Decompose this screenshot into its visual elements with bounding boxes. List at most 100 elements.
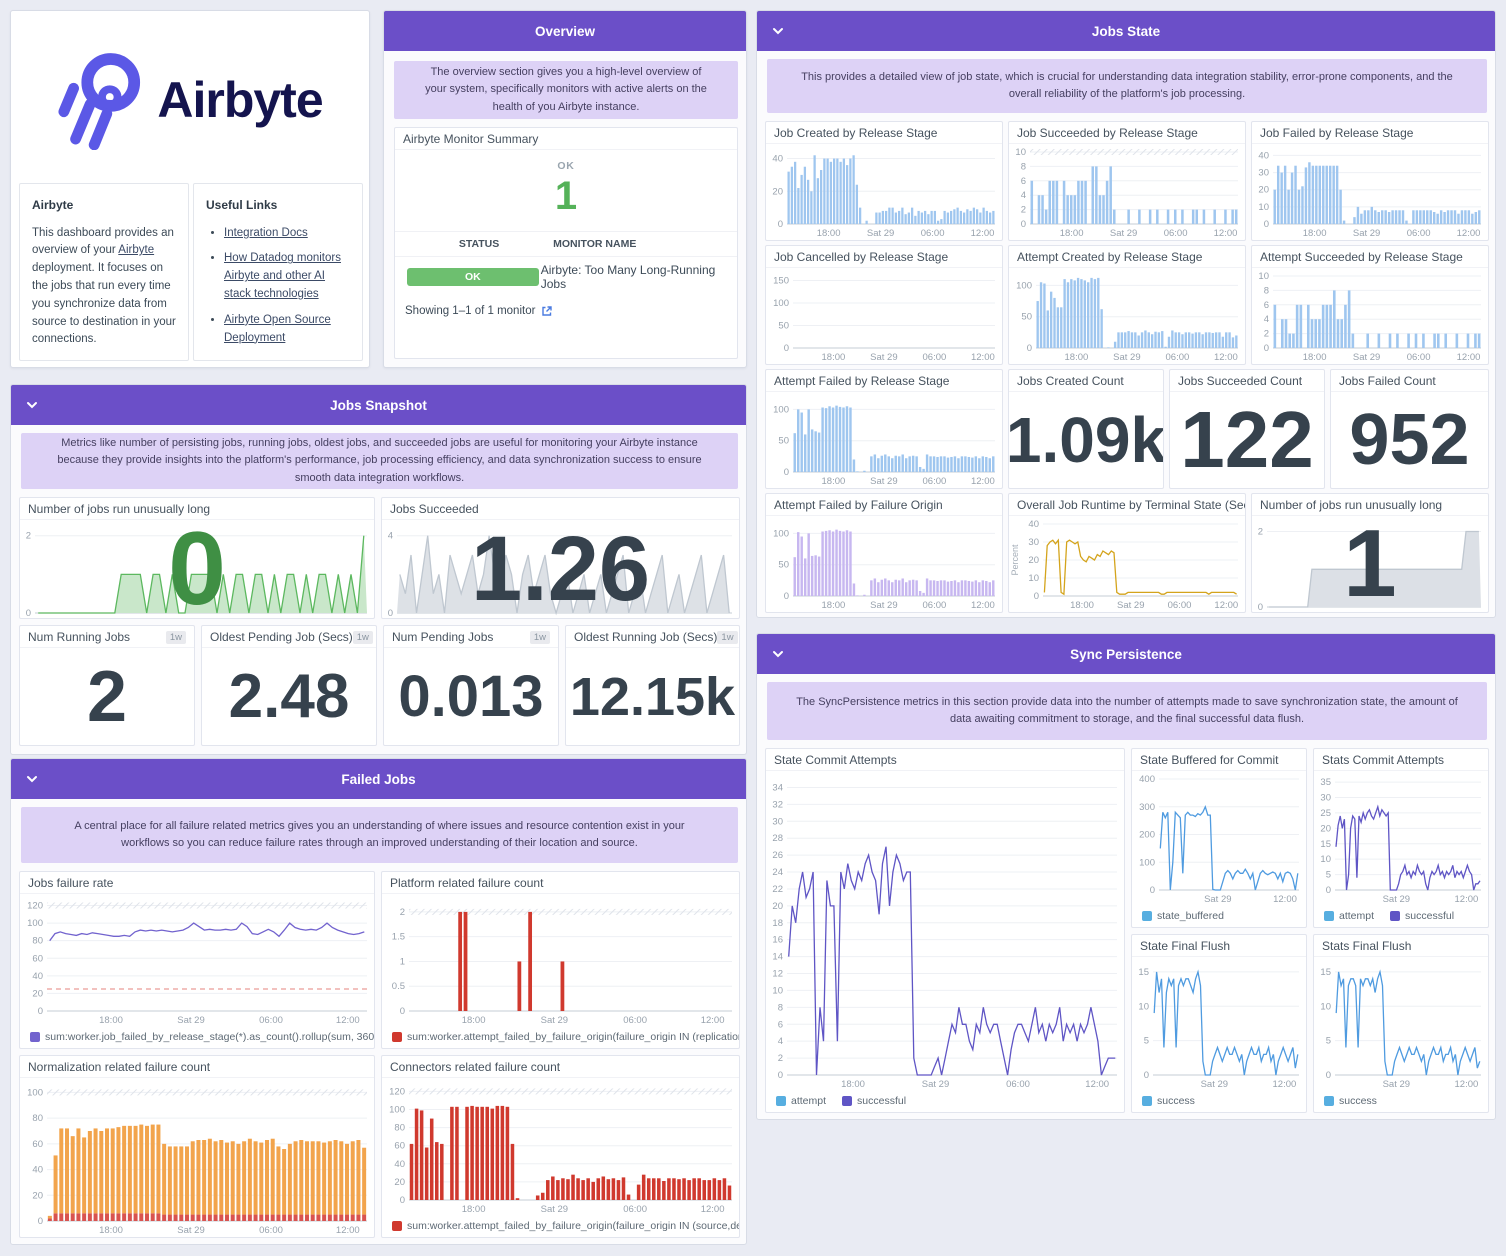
- svg-text:18:00: 18:00: [822, 352, 846, 363]
- sync-persistence-header[interactable]: Sync Persistence: [757, 634, 1495, 674]
- chevron-down-icon[interactable]: [25, 398, 39, 412]
- oldest-running-job-value: 12.15k: [569, 666, 736, 727]
- link-datadog-monitors-airbyte[interactable]: How Datadog monitors Airbyte and other A…: [224, 252, 341, 301]
- list-item: How Datadog monitors Airbyte and other A…: [224, 250, 350, 303]
- svg-text:Sat 29: Sat 29: [177, 1225, 204, 1236]
- legend-item[interactable]: sum:worker.job_failed_by_release_stage(*…: [30, 1031, 374, 1043]
- jobs-state-header[interactable]: Jobs State: [757, 11, 1495, 51]
- link-airbyte-open-source[interactable]: Airbyte Open Source Deployment: [224, 313, 331, 344]
- legend-item[interactable]: attempt: [1324, 910, 1374, 922]
- jobs-succeeded-snapshot-chart[interactable]: 0 4 1.26: [382, 520, 739, 618]
- num-running-jobs-value: 2: [86, 656, 128, 737]
- state-commit-attempts-chart[interactable]: 0 2 4 6 8 10 12 14 16 18 20 22 24 26 28 30 32 34 18:00 Sat …: [766, 771, 1124, 1091]
- monitor-status-label: OK: [557, 160, 575, 172]
- legend-item[interactable]: successful: [842, 1095, 906, 1107]
- svg-text:Sat 29: Sat 29: [1383, 1079, 1410, 1090]
- platform-failure-chart[interactable]: 0 0.5 1 1.5 2 18:00 Sat 29 06:00 12:00: [382, 894, 739, 1027]
- legend-item[interactable]: sum:worker.attempt_failed_by_failure_ori…: [392, 1031, 739, 1043]
- jobs-created-count-value: 1.09k: [1008, 404, 1164, 476]
- svg-text:18:00: 18:00: [841, 1079, 865, 1090]
- svg-text:32: 32: [772, 799, 783, 810]
- svg-text:06:00: 06:00: [1407, 352, 1431, 363]
- svg-text:1.5: 1.5: [392, 932, 405, 943]
- svg-text:12:00: 12:00: [1273, 1079, 1297, 1090]
- svg-text:10: 10: [1320, 854, 1331, 865]
- svg-text:0: 0: [784, 343, 789, 354]
- legend-item[interactable]: attempt: [776, 1095, 826, 1107]
- chart-title: Normalization related failure count: [28, 1060, 211, 1074]
- sync-persistence-description: The SyncPersistence metrics in this sect…: [767, 682, 1487, 740]
- state-buffered-chart[interactable]: 0 100 200 300 400 Sat 29 12:00: [1132, 771, 1306, 906]
- about-text-after: deployment. It focuses on the jobs that …: [32, 262, 176, 346]
- svg-text:18:00: 18:00: [822, 476, 846, 487]
- svg-text:12:00: 12:00: [1457, 352, 1481, 363]
- attempt-failed-origin-chart[interactable]: 0 50 100 18:00 Sat 29 06:00 12:00: [766, 516, 1002, 612]
- external-link-icon[interactable]: [541, 305, 553, 317]
- svg-text:Sat 29: Sat 29: [1110, 228, 1137, 239]
- chevron-down-icon[interactable]: [771, 647, 785, 661]
- chart-widget: Platform related failure count 0 0.5 1 1.5 2…: [381, 871, 740, 1049]
- jobs-failure-rate-chart[interactable]: 0 20 40 60 80 100 120 18:00 Sat 29 06:00 12:00: [20, 894, 374, 1027]
- query-value-widget: Oldest Running Job (Secs) 1w 12.15k: [565, 625, 740, 746]
- svg-text:06:00: 06:00: [1166, 352, 1190, 363]
- svg-text:12:00: 12:00: [1214, 600, 1238, 611]
- svg-text:6: 6: [1021, 176, 1026, 187]
- monitor-row[interactable]: OK Airbyte: Too Many Long-Running Jobs: [395, 257, 737, 297]
- job-cancelled-chart[interactable]: 0 50 100 150 18:00 Sat 29 06:00 12:00: [766, 268, 1002, 364]
- legend-item[interactable]: success: [1142, 1095, 1195, 1107]
- jobs-snapshot-header[interactable]: Jobs Snapshot: [11, 385, 746, 425]
- svg-text:0: 0: [784, 591, 789, 602]
- status-badge: OK: [406, 268, 539, 286]
- job-failed-chart[interactable]: 0 10 20 30 40 18:00 Sat 29 06:00 12:00: [1252, 144, 1488, 240]
- svg-text:0: 0: [1021, 219, 1026, 230]
- stats-final-flush-chart[interactable]: 0 5 10 15 Sat 29 12:00: [1314, 957, 1488, 1091]
- overview-header[interactable]: Overview: [384, 11, 746, 51]
- about-box: Airbyte This dashboard provides an overv…: [19, 183, 189, 361]
- chart-title: Job Succeeded by Release Stage: [1017, 126, 1198, 140]
- legend-item[interactable]: sum:worker.attempt_failed_by_failure_ori…: [392, 1220, 739, 1232]
- attempt-created-chart[interactable]: 0 50 100 18:00 Sat 29 06:00 12:00: [1009, 268, 1245, 364]
- svg-text:2: 2: [778, 1053, 783, 1064]
- jobs-state-section: Jobs State This provides a detailed view…: [756, 10, 1496, 618]
- svg-text:30: 30: [1320, 793, 1331, 804]
- svg-text:0: 0: [1326, 885, 1331, 896]
- svg-text:18:00: 18:00: [1065, 352, 1089, 363]
- attempt-succeeded-chart[interactable]: 0 2 4 6 8 10 18:00 Sat 29 06:00 12:00: [1252, 268, 1488, 364]
- svg-text:12:00: 12:00: [1214, 352, 1238, 363]
- svg-text:50: 50: [778, 321, 789, 332]
- connectors-failure-chart[interactable]: 0 20 40 60 80 100 120 18:00 Sat 29 06:00 12:00: [382, 1078, 739, 1216]
- job-succeeded-chart[interactable]: 0 2 4 6 8 10 18:00 Sat 29 06:00 12:00: [1009, 144, 1245, 240]
- svg-text:15: 15: [1320, 967, 1331, 978]
- svg-text:40: 40: [772, 154, 783, 165]
- failed-jobs-header[interactable]: Failed Jobs: [11, 759, 746, 799]
- attempt-failed-stage-chart[interactable]: 0 50 100 18:00 Sat 29 06:00 12:00: [766, 392, 1002, 488]
- svg-text:12:00: 12:00: [1273, 894, 1297, 905]
- svg-text:4: 4: [388, 531, 393, 542]
- stats-commit-attempts-chart[interactable]: 0 5 10 15 20 25 30 35 Sat 29 12:00: [1314, 771, 1488, 906]
- chart-legend: sum:worker.attempt_failed_by_failure_ori…: [382, 1027, 739, 1048]
- legend-item[interactable]: state_buffered: [1142, 910, 1224, 922]
- normalization-failure-chart[interactable]: 0 20 40 60 80 100 18:00 Sat 29 06:00 12:00: [20, 1078, 374, 1237]
- svg-text:12:00: 12:00: [1457, 228, 1481, 239]
- chevron-down-icon[interactable]: [771, 24, 785, 38]
- svg-text:100: 100: [27, 1087, 43, 1098]
- state-final-flush-chart[interactable]: 0 5 10 15 Sat 29 12:00: [1132, 957, 1306, 1091]
- svg-text:100: 100: [773, 404, 789, 415]
- chevron-down-icon[interactable]: [25, 772, 39, 786]
- svg-text:12:00: 12:00: [1085, 1079, 1109, 1090]
- jobs-snapshot-description: Metrics like number of persisting jobs, …: [21, 433, 738, 489]
- legend-item[interactable]: success: [1324, 1095, 1377, 1107]
- svg-text:40: 40: [1028, 519, 1039, 530]
- job-created-chart[interactable]: 0 20 40 18:00 Sat 29 06:00 12:00: [766, 144, 1002, 240]
- chart-widget: Job Failed by Release Stage 0 10 20 30 40 18:…: [1251, 121, 1489, 241]
- link-integration-docs[interactable]: Integration Docs: [224, 226, 308, 239]
- svg-text:60: 60: [32, 953, 43, 964]
- svg-text:Sat 29: Sat 29: [1353, 352, 1380, 363]
- overall-runtime-chart[interactable]: 0 10 20 30 40 Percent 18:00 Sat 29 06:00 12:00: [1009, 516, 1245, 612]
- about-airbyte-link[interactable]: Airbyte: [118, 244, 155, 257]
- chart-widget: State Commit Attempts 0 2 4 6 8 10 12 14 16 18 20 2…: [765, 748, 1125, 1113]
- legend-item[interactable]: successful: [1390, 910, 1454, 922]
